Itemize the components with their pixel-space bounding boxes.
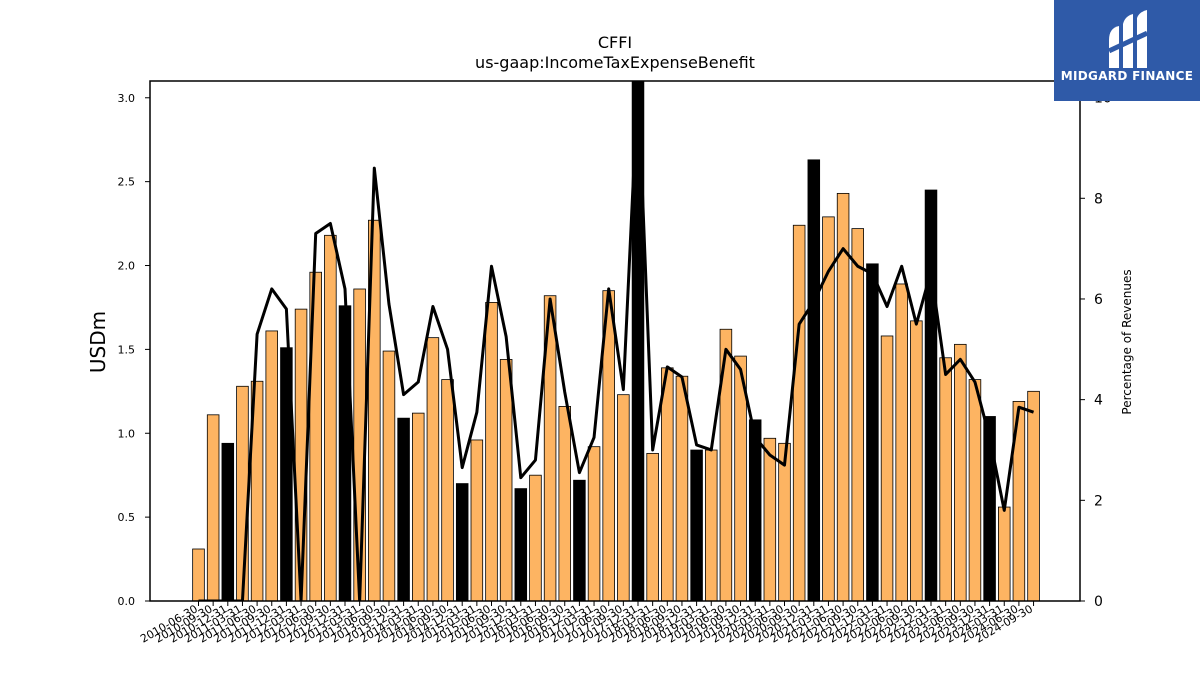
- bar: [675, 375, 689, 602]
- bar: [470, 439, 484, 602]
- bar: [455, 483, 469, 602]
- y2-tick-label: 0: [1094, 594, 1103, 610]
- y-tick-label: 2.5: [118, 176, 136, 189]
- plot-frame: [149, 80, 1081, 602]
- bar: [866, 263, 879, 602]
- bar: [294, 308, 308, 602]
- y2-tick-label: 6: [1094, 292, 1103, 308]
- y2-tick-label: 4: [1094, 393, 1103, 409]
- bar: [192, 548, 205, 602]
- bar: [265, 330, 278, 602]
- brand-name: MIDGARD FINANCE: [1060, 69, 1194, 83]
- bar: [954, 343, 967, 602]
- percentage-line: [198, 81, 1035, 601]
- bar: [499, 359, 513, 602]
- bar: [382, 350, 396, 602]
- bar: [587, 446, 601, 602]
- bar: [807, 159, 821, 602]
- brand-logo: MIDGARD FINANCE: [1054, 0, 1200, 101]
- y2-axis-label: Percentage of Revenues: [1120, 269, 1134, 414]
- y-tick-label: 0.0: [118, 595, 136, 608]
- bar: [426, 337, 440, 602]
- bar: [661, 367, 674, 602]
- y-axis-label: USDm: [86, 311, 110, 373]
- y-tick-label: 3.0: [118, 92, 136, 105]
- bar: [924, 189, 938, 602]
- line-series: [198, 81, 1035, 601]
- bar: [397, 417, 410, 602]
- y-tick-label: 0.5: [118, 511, 136, 524]
- bar: [690, 449, 703, 602]
- bar: [968, 379, 982, 602]
- bar: [998, 506, 1011, 602]
- bar: [748, 419, 762, 602]
- bar: [617, 394, 630, 602]
- bar: [1027, 390, 1040, 602]
- y-tick-label: 1.5: [118, 343, 136, 356]
- y2-tick-label: 2: [1094, 493, 1103, 509]
- bar: [221, 442, 235, 602]
- bar: [558, 406, 572, 602]
- y-tick-label: 2.0: [118, 260, 136, 273]
- bar: [910, 320, 923, 602]
- y-tick-label: 1.0: [118, 427, 136, 440]
- midgard-logo-icon: [1108, 10, 1149, 68]
- bar: [705, 449, 718, 602]
- bar-series: [192, 80, 1040, 602]
- bar: [236, 385, 249, 602]
- bar: [514, 488, 528, 602]
- axes: 0.00.51.01.52.02.53.002468102010-06-3020…: [118, 80, 1112, 646]
- bar: [763, 437, 777, 602]
- bar: [529, 474, 542, 602]
- y2-tick-label: 8: [1094, 191, 1103, 207]
- bar: [880, 335, 894, 602]
- bar: [851, 228, 865, 602]
- bar: [573, 479, 586, 602]
- bar: [206, 414, 220, 602]
- bar: [485, 302, 498, 602]
- bar: [778, 442, 791, 602]
- bar: [324, 234, 337, 602]
- bar: [411, 412, 425, 602]
- chart-subtitle: us-gaap:IncomeTaxExpenseBenefit: [475, 53, 755, 72]
- bar: [939, 357, 952, 602]
- bar: [895, 283, 908, 602]
- bar: [441, 379, 454, 602]
- bar: [646, 452, 659, 602]
- bar: [792, 224, 806, 602]
- chart-title: CFFI: [598, 33, 632, 52]
